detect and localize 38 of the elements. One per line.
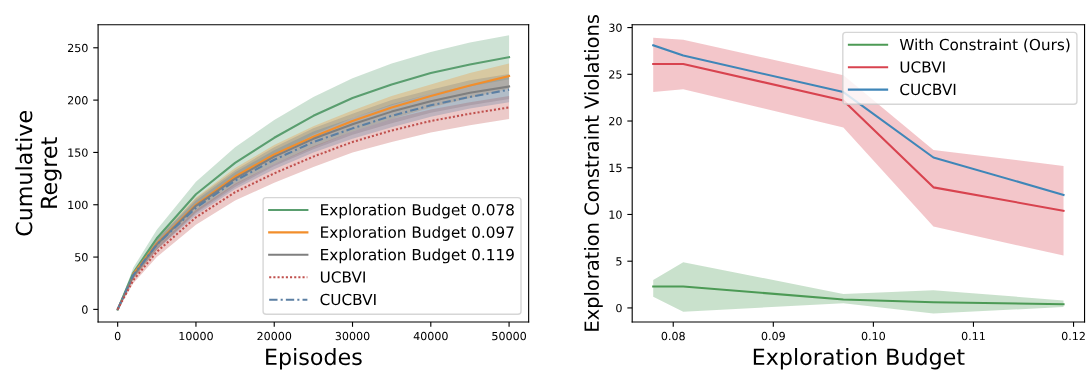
y-tick-label: 50 bbox=[75, 253, 88, 262]
x-tick-label: 0.09 bbox=[761, 331, 785, 341]
y-tick-label: 250 bbox=[67, 43, 88, 53]
x-tick-label: 0.10 bbox=[861, 331, 886, 341]
line-series bbox=[652, 62, 1065, 212]
x-tick-label: 0.11 bbox=[961, 331, 985, 341]
y-axis-title: Cumulative Regret bbox=[15, 111, 62, 236]
x-tick-label: 20000 bbox=[257, 331, 292, 341]
y-tick-label: 150 bbox=[68, 148, 88, 157]
y-tick-label: 30 bbox=[609, 23, 622, 32]
x-axis-title: Episodes bbox=[266, 347, 362, 370]
legend-label: CUCBVI bbox=[320, 293, 376, 306]
legend-label: Exploration Budget 0.078 bbox=[321, 203, 514, 219]
x-tick-label: 0.08 bbox=[661, 331, 685, 341]
legend-label: UCBVI bbox=[900, 61, 945, 73]
x-tick-label: 10000 bbox=[179, 331, 213, 341]
y-tick-label: 0 bbox=[616, 303, 622, 313]
legend-label: With Constraint (Ours) bbox=[899, 38, 1070, 53]
y-axis-title: Exploration Constraint Violations bbox=[583, 14, 603, 331]
legend-label: CUCBVI bbox=[900, 83, 956, 96]
x-tick-label: 30000 bbox=[335, 331, 370, 341]
y-tick-label: 0 bbox=[82, 305, 88, 314]
y-tick-label: 200 bbox=[67, 96, 88, 105]
x-tick-label: 50000 bbox=[492, 331, 527, 341]
legend-label: Exploration Budget 0.097 bbox=[321, 226, 514, 241]
x-axis-title: Exploration Budget bbox=[753, 347, 965, 370]
legend-label: UCBVI bbox=[320, 271, 365, 283]
line-series bbox=[652, 285, 1065, 306]
y-tick-label: 5 bbox=[616, 257, 622, 266]
legend-label: Exploration Budget 0.119 bbox=[321, 248, 514, 264]
x-tick-label: 0 bbox=[114, 331, 121, 341]
y-tick-label: 25 bbox=[609, 70, 622, 79]
y-tick-label: 15 bbox=[609, 163, 622, 173]
x-tick-label: 0.12 bbox=[1061, 331, 1085, 341]
y-tick-label: 100 bbox=[68, 200, 88, 210]
x-tick-label: 40000 bbox=[413, 331, 448, 341]
y-tick-label: 10 bbox=[609, 210, 622, 219]
y-tick-label: 20 bbox=[609, 117, 622, 126]
